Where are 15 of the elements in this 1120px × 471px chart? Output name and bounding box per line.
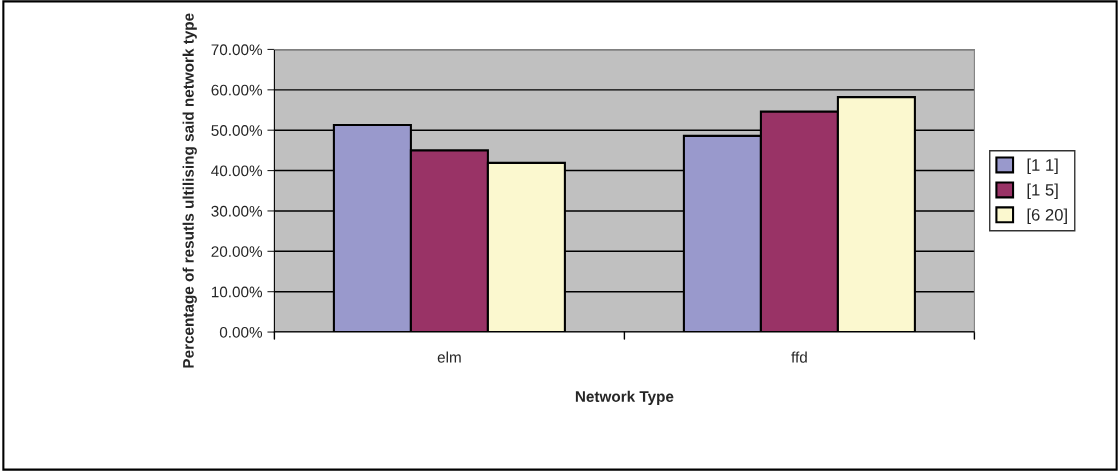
y-tick-label: 0.00%	[219, 326, 263, 338]
x-tick-label: elm	[437, 351, 461, 363]
y-tick-label: 70.00%	[211, 44, 263, 56]
y-axis-title: Percentage of resutls ultilising said network type	[182, 13, 197, 368]
y-tick-label: 20.00%	[211, 246, 263, 257]
y-tick-label: 40.00%	[211, 165, 263, 177]
y-tick-label: 30.00%	[211, 205, 263, 217]
y-tick-label: 60.00%	[211, 84, 263, 96]
legend-label: [6 20]	[1027, 208, 1067, 225]
legend-label: [1 1]	[1027, 158, 1058, 175]
y-tick-label: 50.00%	[211, 125, 263, 136]
legend-label: [1 5]	[1027, 183, 1058, 200]
x-tick-label: ffd	[791, 351, 807, 363]
y-tick-label: 10.00%	[211, 286, 263, 298]
x-axis-title: Network Type	[575, 390, 674, 405]
